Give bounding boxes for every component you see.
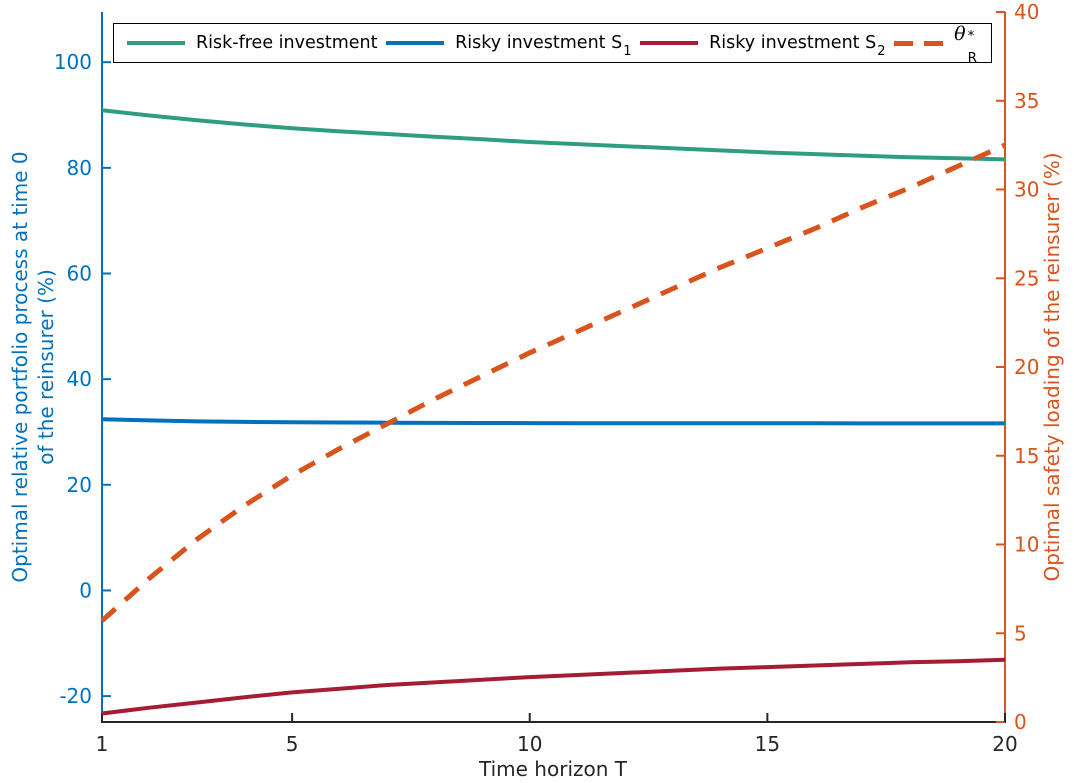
left-axis-label-line2: of the reinsurer (%) bbox=[34, 269, 58, 465]
series-line-0 bbox=[101, 108, 1006, 162]
right-tick-label: 40 bbox=[1014, 0, 1039, 24]
left-tick-label: -20 bbox=[59, 684, 92, 708]
legend-item: Risk-free investment bbox=[127, 33, 377, 53]
left-tick-label: 80 bbox=[67, 156, 92, 180]
right-tick-label: 10 bbox=[1014, 533, 1039, 557]
left-tick-label: 60 bbox=[67, 261, 92, 285]
right-tick-label: 35 bbox=[1014, 89, 1039, 113]
legend-line-sample bbox=[386, 41, 445, 45]
theta-symbol: θ bbox=[954, 22, 966, 45]
legend: Risk-free investment Risky investment S1 R… bbox=[113, 23, 992, 64]
legend-item: Risky investment S1 bbox=[386, 33, 632, 59]
x-tick-label: 1 bbox=[96, 732, 109, 756]
dash-segment bbox=[924, 40, 944, 46]
right-axis-label: Optimal safety loading of the reinsurer … bbox=[1040, 152, 1064, 582]
right-tick-label: 15 bbox=[1014, 444, 1039, 468]
x-tick-label: 10 bbox=[517, 732, 542, 756]
right-tick-label: 30 bbox=[1014, 178, 1039, 202]
left-tick-label: 100 bbox=[54, 50, 92, 74]
legend-item: θ * R bbox=[894, 23, 977, 64]
series-line-3 bbox=[100, 142, 1007, 623]
legend-label-subscript: 1 bbox=[623, 44, 632, 59]
legend-item: Risky investment S2 bbox=[640, 33, 886, 59]
right-tick-label: 25 bbox=[1014, 266, 1039, 290]
legend-dashed-line-sample bbox=[894, 40, 944, 46]
right-tick-label: 0 bbox=[1014, 710, 1027, 734]
series-line-1 bbox=[101, 417, 1005, 426]
left-axis-label-line1: Optimal relative portfolio process at ti… bbox=[8, 151, 32, 583]
left-tick-label: 0 bbox=[79, 578, 92, 602]
theta-sup-sub: * R bbox=[967, 27, 977, 66]
legend-label: Risk-free investment bbox=[196, 33, 378, 53]
x-tick-label: 15 bbox=[755, 732, 780, 756]
legend-label: Risky investment S2 bbox=[709, 33, 886, 59]
legend-label-subscript: 2 bbox=[877, 44, 886, 59]
dash-segment bbox=[894, 40, 914, 46]
legend-label: θ * R bbox=[954, 22, 977, 66]
x-tick-label: 5 bbox=[286, 732, 299, 756]
series-line-2 bbox=[101, 657, 1006, 716]
legend-line-sample bbox=[127, 41, 185, 45]
right-tick-label: 20 bbox=[1014, 355, 1039, 379]
legend-line-sample bbox=[640, 41, 699, 45]
left-axis-label: Optimal relative portfolio process at ti… bbox=[7, 151, 59, 582]
right-tick-label: 5 bbox=[1014, 621, 1027, 645]
x-axis-label: Time horizon T bbox=[479, 757, 627, 781]
left-tick-label: 20 bbox=[67, 473, 92, 497]
x-tick-label: 20 bbox=[992, 732, 1017, 756]
legend-label: Risky investment S1 bbox=[455, 33, 632, 59]
left-tick-label: 40 bbox=[67, 367, 92, 391]
